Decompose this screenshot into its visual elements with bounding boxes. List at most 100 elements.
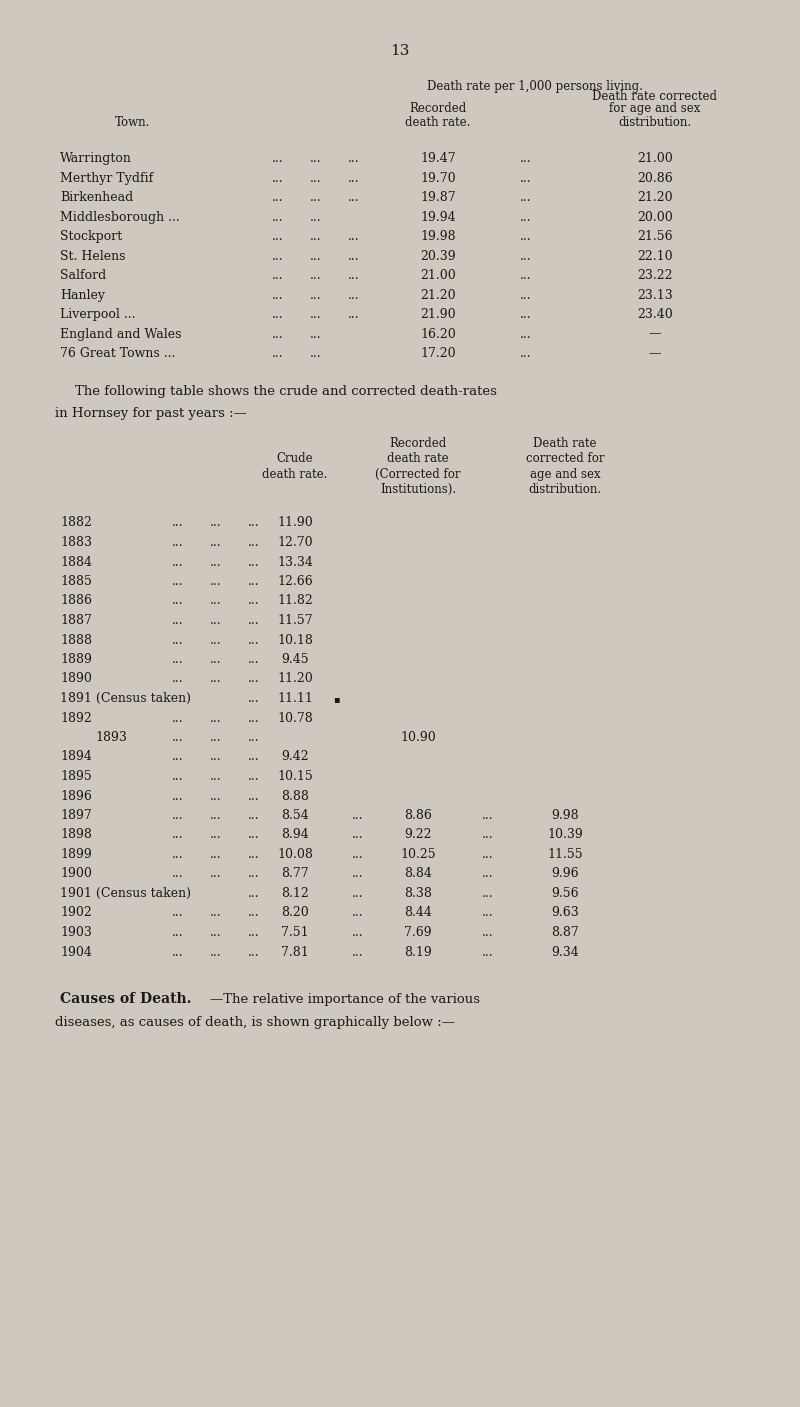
Text: ...: ...: [520, 328, 532, 340]
Text: ...: ...: [248, 633, 260, 646]
Text: ...: ...: [210, 906, 222, 920]
Text: 13: 13: [390, 44, 410, 58]
Text: ...: ...: [248, 926, 260, 938]
Text: ...: ...: [272, 211, 284, 224]
Text: 7.51: 7.51: [281, 926, 309, 938]
Text: 1898: 1898: [60, 829, 92, 841]
Text: ...: ...: [172, 633, 184, 646]
Text: ...: ...: [172, 712, 184, 725]
Text: ...: ...: [272, 269, 284, 281]
Text: 1887: 1887: [60, 613, 92, 628]
Text: ...: ...: [210, 633, 222, 646]
Text: Merthyr Tydfif: Merthyr Tydfif: [60, 172, 154, 184]
Text: ...: ...: [348, 229, 360, 243]
Text: 8.20: 8.20: [281, 906, 309, 920]
Text: 8.44: 8.44: [404, 906, 432, 920]
Text: 21.20: 21.20: [420, 288, 456, 301]
Text: 23.40: 23.40: [637, 308, 673, 321]
Text: ...: ...: [172, 868, 184, 881]
Text: St. Helens: St. Helens: [60, 249, 126, 263]
Text: 8.86: 8.86: [404, 809, 432, 822]
Text: ...: ...: [348, 288, 360, 301]
Text: ...: ...: [172, 595, 184, 608]
Text: ...: ...: [210, 575, 222, 588]
Text: ...: ...: [482, 829, 494, 841]
Text: 1896: 1896: [60, 789, 92, 802]
Text: ...: ...: [172, 926, 184, 938]
Text: 10.25: 10.25: [400, 848, 436, 861]
Text: ...: ...: [310, 348, 322, 360]
Text: 1892: 1892: [60, 712, 92, 725]
Text: 20.86: 20.86: [637, 172, 673, 184]
Text: ...: ...: [248, 750, 260, 764]
Text: ...: ...: [272, 249, 284, 263]
Text: ...: ...: [520, 191, 532, 204]
Text: ...: ...: [272, 288, 284, 301]
Text: ...: ...: [248, 770, 260, 784]
Text: ...: ...: [172, 829, 184, 841]
Text: corrected for: corrected for: [526, 452, 604, 464]
Text: ...: ...: [310, 191, 322, 204]
Text: 1901 (Census taken): 1901 (Census taken): [60, 886, 191, 900]
Text: ...: ...: [248, 829, 260, 841]
Text: 8.38: 8.38: [404, 886, 432, 900]
Text: ...: ...: [352, 848, 364, 861]
Text: ...: ...: [248, 516, 260, 529]
Text: age and sex: age and sex: [530, 467, 600, 481]
Text: ...: ...: [248, 732, 260, 744]
Text: Hanley: Hanley: [60, 288, 105, 301]
Text: 19.70: 19.70: [420, 172, 456, 184]
Text: 8.12: 8.12: [281, 886, 309, 900]
Text: ...: ...: [520, 152, 532, 165]
Text: ...: ...: [248, 946, 260, 958]
Text: ...: ...: [210, 516, 222, 529]
Text: ...: ...: [520, 249, 532, 263]
Text: ...: ...: [248, 692, 260, 705]
Text: ...: ...: [520, 308, 532, 321]
Text: 8.88: 8.88: [281, 789, 309, 802]
Text: ...: ...: [248, 868, 260, 881]
Text: ...: ...: [520, 348, 532, 360]
Text: Recorded: Recorded: [410, 101, 466, 115]
Text: 20.39: 20.39: [420, 249, 456, 263]
Text: distribution.: distribution.: [529, 483, 602, 497]
Text: 1882: 1882: [60, 516, 92, 529]
Text: Death rate corrected: Death rate corrected: [593, 90, 718, 103]
Text: distribution.: distribution.: [618, 115, 691, 129]
Text: Salford: Salford: [60, 269, 106, 281]
Text: ...: ...: [482, 868, 494, 881]
Text: ...: ...: [310, 328, 322, 340]
Text: ...: ...: [272, 308, 284, 321]
Text: ...: ...: [210, 750, 222, 764]
Text: death rate.: death rate.: [406, 115, 470, 129]
Text: ...: ...: [172, 906, 184, 920]
Text: 8.54: 8.54: [281, 809, 309, 822]
Text: —: —: [649, 348, 662, 360]
Text: ...: ...: [210, 809, 222, 822]
Text: ▪: ▪: [333, 695, 340, 704]
Text: ...: ...: [210, 613, 222, 628]
Text: ...: ...: [348, 172, 360, 184]
Text: Death rate per 1,000 persons living.: Death rate per 1,000 persons living.: [427, 80, 643, 93]
Text: (Corrected for: (Corrected for: [375, 467, 461, 481]
Text: ...: ...: [272, 191, 284, 204]
Text: Warrington: Warrington: [60, 152, 132, 165]
Text: England and Wales: England and Wales: [60, 328, 182, 340]
Text: ...: ...: [352, 926, 364, 938]
Text: ...: ...: [172, 770, 184, 784]
Text: 1902: 1902: [60, 906, 92, 920]
Text: ...: ...: [482, 906, 494, 920]
Text: Middlesborough ...: Middlesborough ...: [60, 211, 180, 224]
Text: ...: ...: [352, 906, 364, 920]
Text: 10.08: 10.08: [277, 848, 313, 861]
Text: ...: ...: [172, 516, 184, 529]
Text: —: —: [649, 328, 662, 340]
Text: 9.22: 9.22: [404, 829, 432, 841]
Text: ...: ...: [310, 269, 322, 281]
Text: ...: ...: [172, 556, 184, 568]
Text: 10.90: 10.90: [400, 732, 436, 744]
Text: 11.57: 11.57: [277, 613, 313, 628]
Text: ...: ...: [248, 556, 260, 568]
Text: ...: ...: [352, 809, 364, 822]
Text: 1903: 1903: [60, 926, 92, 938]
